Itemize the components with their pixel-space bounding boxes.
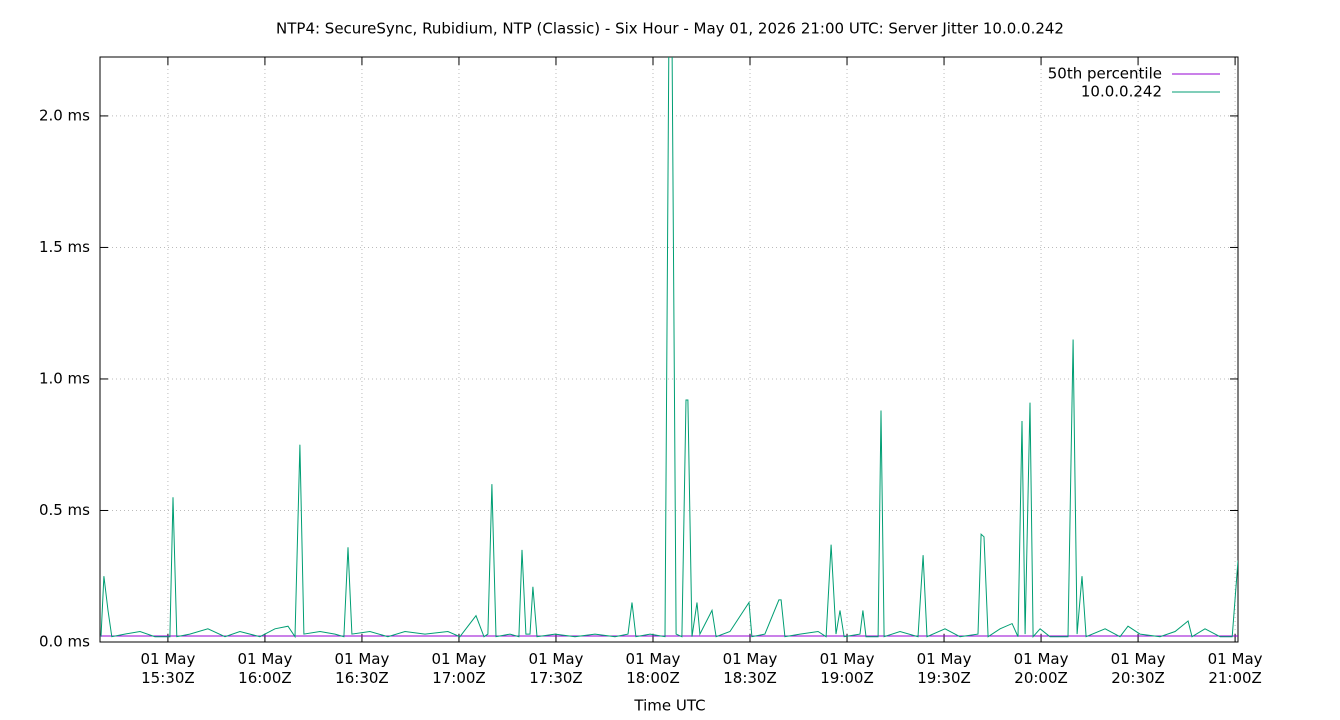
x-tick-label: 01 May 17:00Z: [431, 650, 487, 687]
legend-label: 10.0.0.242: [1081, 83, 1162, 101]
plot-border: [99, 56, 1239, 643]
x-axis-label: Time UTC: [633, 697, 705, 715]
x-tick-label: 01 May 21:00Z: [1207, 650, 1263, 687]
x-tick-label: 01 May 15:30Z: [140, 650, 196, 687]
series-line: [100, 57, 1238, 639]
x-tick-label: 01 May 17:30Z: [528, 650, 584, 687]
y-tick-label: 1.5 ms: [39, 238, 90, 256]
x-tick-label: 01 May 18:00Z: [625, 650, 681, 687]
y-tick-label: 2.0 ms: [39, 106, 90, 124]
y-tick-label: 0.5 ms: [39, 501, 90, 519]
y-tick-label: 1.0 ms: [39, 369, 90, 387]
x-tick-label: 01 May 16:00Z: [237, 650, 293, 687]
x-tick-label: 01 May 16:30Z: [334, 650, 390, 687]
legend-label: 50th percentile: [1048, 65, 1162, 83]
x-tick-label: 01 May 20:30Z: [1110, 650, 1166, 687]
x-tick-label: 01 May 20:00Z: [1013, 650, 1069, 687]
chart-title: NTP4: SecureSync, Rubidium, NTP (Classic…: [276, 20, 1064, 38]
x-tick-label: 01 May 19:00Z: [819, 650, 875, 687]
x-tick-label: 01 May 19:30Z: [916, 650, 972, 687]
y-tick-label: 0.0 ms: [39, 633, 90, 651]
x-tick-label: 01 May 18:30Z: [722, 650, 778, 687]
